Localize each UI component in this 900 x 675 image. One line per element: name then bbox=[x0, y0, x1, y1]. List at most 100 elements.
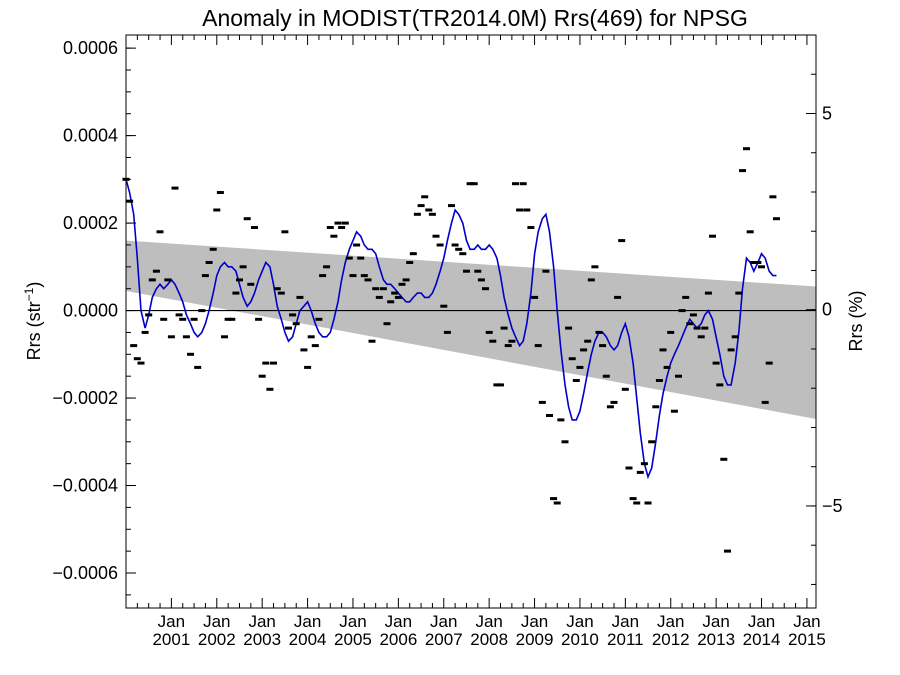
data-point bbox=[262, 361, 270, 365]
data-point bbox=[485, 330, 493, 334]
x-tick-year-label: 2009 bbox=[516, 630, 554, 649]
data-point bbox=[296, 295, 304, 299]
data-point bbox=[413, 212, 421, 216]
smoothed-series-line bbox=[125, 179, 777, 480]
data-point bbox=[614, 295, 622, 299]
data-point bbox=[334, 221, 342, 225]
data-point bbox=[523, 208, 531, 212]
x-tick-year-label: 2006 bbox=[379, 630, 417, 649]
data-point bbox=[304, 365, 312, 369]
data-point bbox=[201, 274, 209, 278]
data-point bbox=[372, 287, 380, 291]
data-point bbox=[648, 440, 656, 444]
data-point bbox=[493, 383, 501, 387]
x-tick-year-label: 2003 bbox=[243, 630, 281, 649]
data-point bbox=[319, 274, 327, 278]
data-point bbox=[534, 344, 542, 348]
data-point bbox=[693, 326, 701, 330]
data-point bbox=[285, 326, 292, 330]
data-point bbox=[701, 326, 709, 330]
data-point bbox=[640, 462, 648, 466]
trend-envelope bbox=[126, 240, 816, 420]
data-point bbox=[421, 195, 429, 199]
data-point bbox=[663, 365, 671, 369]
left-tick-label: 0.0004 bbox=[63, 126, 118, 146]
left-axis-title-close: ) bbox=[24, 282, 44, 288]
left-axis-title-superscript: −1 bbox=[22, 287, 36, 301]
data-point bbox=[546, 414, 553, 417]
left-axis: 0.0006 0.0004 0.0002 0.0000 −0.0002 −0.0004 −0… bbox=[52, 38, 136, 596]
data-point bbox=[731, 335, 739, 339]
monthly-points-layer bbox=[122, 147, 780, 553]
data-point bbox=[704, 291, 712, 295]
data-point bbox=[667, 330, 675, 334]
right-axis-title: Rrs (%) bbox=[846, 291, 866, 352]
data-point bbox=[387, 300, 395, 304]
data-point bbox=[739, 169, 746, 173]
x-tick-year-label: 2007 bbox=[425, 630, 463, 649]
x-axis: Jan2001Jan2002Jan2003Jan2004Jan2005Jan20… bbox=[136, 35, 826, 649]
data-point bbox=[417, 204, 425, 208]
data-point bbox=[459, 252, 467, 256]
data-point bbox=[266, 387, 274, 391]
x-tick-month-label: Jan bbox=[294, 612, 321, 631]
data-point bbox=[251, 226, 258, 229]
data-point bbox=[633, 501, 641, 505]
data-point bbox=[175, 313, 183, 317]
data-point bbox=[519, 182, 527, 186]
data-point bbox=[145, 313, 153, 317]
data-point bbox=[655, 379, 663, 382]
data-point bbox=[599, 344, 607, 348]
data-point bbox=[307, 335, 315, 339]
data-point bbox=[625, 466, 633, 470]
data-point bbox=[659, 348, 667, 352]
data-point bbox=[727, 348, 735, 352]
data-point bbox=[572, 379, 580, 382]
data-point bbox=[152, 269, 160, 273]
x-tick-month-label: Jan bbox=[475, 612, 502, 631]
data-point bbox=[133, 357, 141, 361]
left-tick-label: −0.0006 bbox=[52, 563, 118, 583]
data-point bbox=[443, 330, 451, 334]
data-point bbox=[330, 234, 338, 238]
data-point bbox=[712, 361, 720, 365]
x-tick-month-label: Jan bbox=[566, 612, 593, 631]
plot-frame bbox=[125, 34, 817, 609]
data-point bbox=[470, 182, 478, 186]
data-point bbox=[675, 374, 682, 378]
data-point bbox=[580, 348, 588, 352]
data-point bbox=[345, 256, 353, 260]
data-point bbox=[618, 239, 626, 243]
data-point bbox=[289, 313, 297, 317]
data-point bbox=[591, 265, 599, 269]
x-tick-year-label: 2015 bbox=[788, 630, 826, 649]
data-point bbox=[750, 261, 758, 264]
data-point bbox=[375, 295, 383, 299]
data-point bbox=[232, 291, 240, 295]
data-point bbox=[508, 339, 516, 343]
x-tick-year-label: 2002 bbox=[198, 630, 236, 649]
data-point bbox=[391, 291, 399, 295]
data-point bbox=[561, 440, 569, 444]
data-point bbox=[565, 326, 573, 330]
data-point bbox=[160, 317, 168, 321]
data-point bbox=[602, 374, 610, 378]
data-point bbox=[156, 230, 164, 234]
data-point bbox=[629, 497, 637, 501]
data-point bbox=[542, 269, 550, 273]
x-tick-year-label: 2005 bbox=[334, 630, 372, 649]
x-tick-month-label: Jan bbox=[203, 612, 230, 631]
envelope-layer bbox=[126, 240, 816, 420]
data-point bbox=[606, 405, 614, 409]
data-point bbox=[769, 195, 777, 199]
data-point bbox=[516, 208, 524, 212]
data-point bbox=[477, 278, 485, 282]
x-tick-year-label: 2012 bbox=[652, 630, 690, 649]
data-point bbox=[765, 361, 773, 365]
left-axis-title: Rrs (str−1) bbox=[22, 282, 44, 361]
data-point bbox=[689, 313, 697, 317]
data-point bbox=[243, 217, 251, 221]
data-point bbox=[686, 322, 694, 326]
x-tick-month-label: Jan bbox=[339, 612, 366, 631]
data-point bbox=[187, 352, 194, 356]
